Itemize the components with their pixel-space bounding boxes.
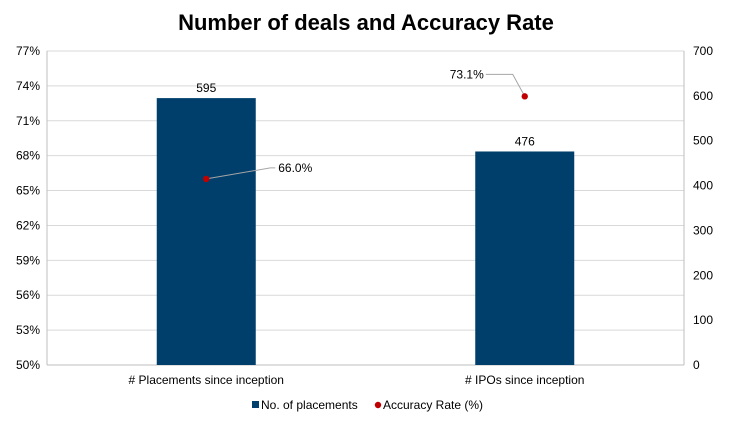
gridlines	[47, 50, 684, 366]
bar	[475, 151, 575, 365]
y-right-tick-label: 200	[693, 268, 713, 282]
y-right-tick-label: 600	[693, 89, 713, 103]
y-left-tick-label: 62%	[16, 218, 40, 232]
y-right-tick-label: 100	[693, 313, 713, 327]
leader-line	[485, 73, 526, 97]
x-category-label: # IPOs since inception	[465, 373, 584, 387]
axes: 50% 53% 56% 59% 62% 65% 68% 71% 74% 77% 0 100 200 300…	[16, 44, 713, 387]
y-right-tick-label: 300	[693, 223, 713, 237]
chart-title: Number of deals and Accuracy Rate	[178, 10, 554, 35]
y-left-tick-label: 65%	[16, 184, 40, 198]
y-left-tick-label: 50%	[16, 358, 40, 372]
y-left-tick-label: 56%	[16, 288, 40, 302]
bar-value-label: 476	[515, 134, 535, 148]
scatter-series	[203, 93, 528, 183]
bar-series	[156, 98, 575, 365]
y-left-tick-label: 74%	[16, 79, 40, 93]
legend-swatch-point	[374, 401, 382, 409]
scatter-point	[521, 93, 528, 100]
legend: No. of placements Accuracy Rate (%)	[252, 398, 483, 412]
legend-label: Accuracy Rate (%)	[383, 398, 483, 412]
y-left-tick-label: 77%	[16, 44, 40, 58]
x-category-label: # Placements since inception	[129, 373, 284, 387]
y-left-tick-label: 59%	[16, 253, 40, 267]
bar	[156, 98, 256, 365]
leader-line	[206, 167, 276, 180]
y-left-tick-label: 68%	[16, 149, 40, 163]
point-value-label: 66.0%	[278, 161, 312, 175]
y-right-tick-label: 700	[693, 44, 713, 58]
data-labels: 595 476 66.0% 73.1%	[196, 67, 535, 175]
point-value-label: 73.1%	[450, 67, 484, 81]
y-right-tick-label: 0	[693, 358, 700, 372]
leader-lines	[206, 73, 526, 180]
bar-value-label: 595	[196, 81, 216, 95]
y-left-tick-label: 53%	[16, 323, 40, 337]
y-left-tick-label: 71%	[16, 114, 40, 128]
legend-swatch-bar	[252, 401, 259, 408]
y-right-tick-label: 400	[693, 179, 713, 193]
scatter-point	[203, 175, 210, 183]
y-right-tick-label: 500	[693, 134, 713, 148]
legend-label: No. of placements	[261, 398, 358, 412]
